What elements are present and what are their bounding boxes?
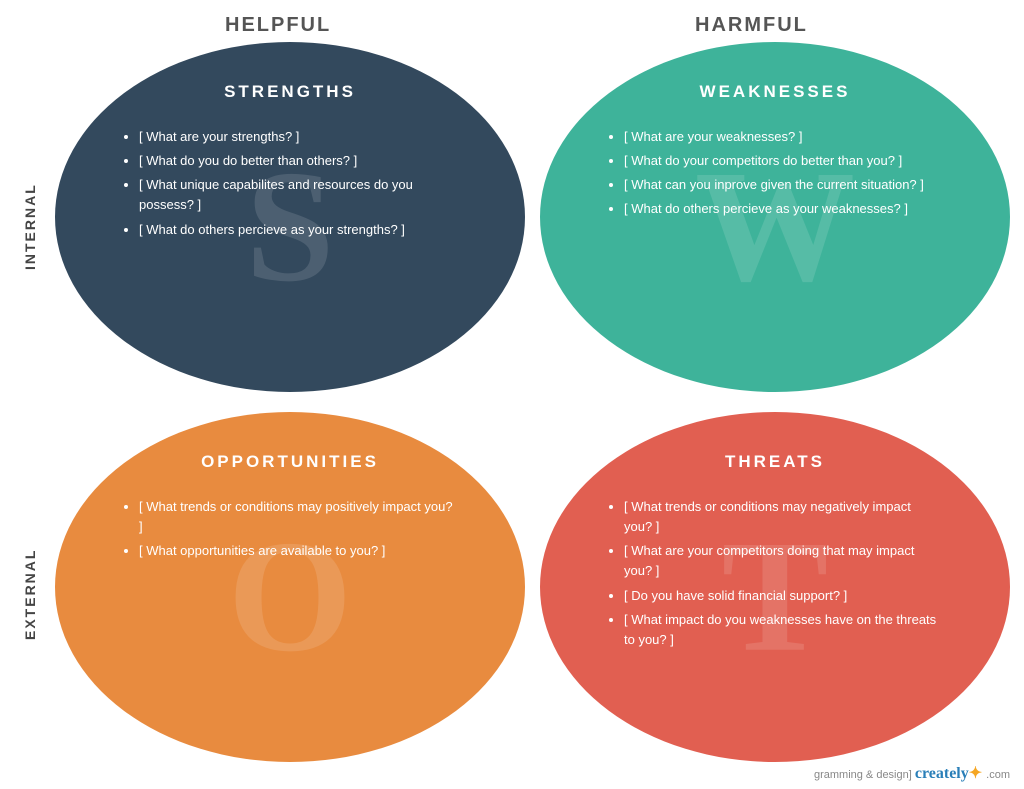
quadrant-strengths: S STRENGTHS [ What are your strengths? ]… — [55, 42, 525, 392]
list-item: [ What do others percieve as your weakne… — [624, 199, 940, 219]
list-item: [ What impact do you weaknesses have on … — [624, 610, 940, 650]
list-item: [ Do you have solid financial support? ] — [624, 586, 940, 606]
list-item: [ What do you do better than others? ] — [139, 151, 455, 171]
list-strengths: [ What are your strengths? ] [ What do y… — [125, 127, 455, 244]
brand-name: creately — [915, 765, 969, 782]
brand-logo: creately✦ — [915, 765, 986, 782]
quadrant-opportunities: O OPPORTUNITIES [ What trends or conditi… — [55, 412, 525, 762]
list-item: [ What do your competitors do better tha… — [624, 151, 940, 171]
list-item: [ What are your strengths? ] — [139, 127, 455, 147]
title-threats: THREATS — [587, 452, 963, 472]
brand-suffix: .com — [986, 769, 1010, 781]
list-threats: [ What trends or conditions may negative… — [610, 497, 940, 654]
row-label-external: EXTERNAL — [22, 549, 38, 640]
list-opportunities: [ What trends or conditions may positive… — [125, 497, 455, 565]
brand-dot-icon: ✦ — [969, 765, 982, 782]
list-item: [ What can you inprove given the current… — [624, 175, 940, 195]
row-label-internal: INTERNAL — [22, 183, 38, 270]
list-item: [ What do others percieve as your streng… — [139, 220, 455, 240]
quadrant-weaknesses: W WEAKNESSES [ What are your weaknesses?… — [540, 42, 1010, 392]
footer-tagline: gramming & design] — [814, 769, 912, 781]
list-item: [ What unique capabilites and resources … — [139, 175, 455, 215]
list-item: [ What are your competitors doing that m… — [624, 541, 940, 581]
title-strengths: STRENGTHS — [102, 82, 478, 102]
title-weaknesses: WEAKNESSES — [587, 82, 963, 102]
quadrant-threats: T THREATS [ What trends or conditions ma… — [540, 412, 1010, 762]
col-header-helpful: HELPFUL — [225, 14, 331, 37]
list-item: [ What trends or conditions may positive… — [139, 497, 455, 537]
footer-brand: gramming & design] creately✦ .com — [814, 763, 1010, 783]
col-header-harmful: HARMFUL — [695, 14, 808, 37]
list-weaknesses: [ What are your weaknesses? ] [ What do … — [610, 127, 940, 224]
list-item: [ What are your weaknesses? ] — [624, 127, 940, 147]
list-item: [ What opportunities are available to yo… — [139, 541, 455, 561]
title-opportunities: OPPORTUNITIES — [149, 452, 431, 472]
list-item: [ What trends or conditions may negative… — [624, 497, 940, 537]
